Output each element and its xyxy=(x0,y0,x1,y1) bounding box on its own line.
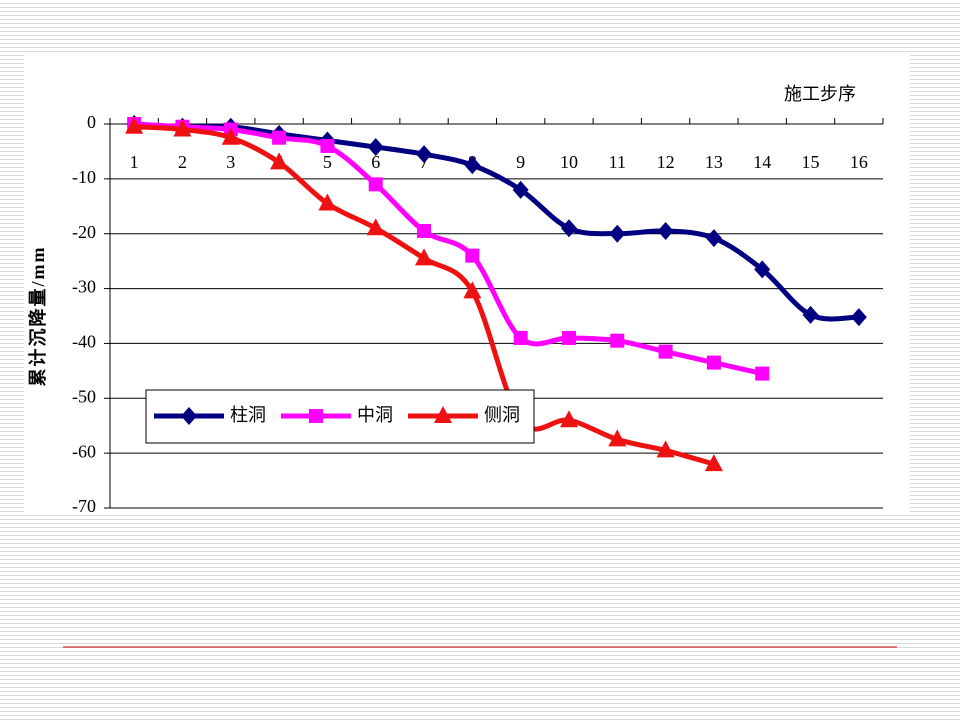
legend-label: 中洞 xyxy=(357,405,393,426)
legend-label: 柱洞 xyxy=(230,405,266,426)
marker xyxy=(173,119,192,137)
y-tick-label: 0 xyxy=(87,112,96,132)
marker xyxy=(309,409,323,423)
x-tick-label: 15 xyxy=(802,152,820,172)
x-tick-label: 3 xyxy=(226,152,235,172)
marker xyxy=(658,344,673,359)
marker xyxy=(367,138,384,157)
y-tick-label: -40 xyxy=(72,332,96,352)
legend-label: 侧洞 xyxy=(484,405,520,426)
marker xyxy=(559,410,578,428)
marker xyxy=(512,180,529,199)
marker xyxy=(609,224,626,243)
marker xyxy=(270,152,289,170)
x-tick-label: 12 xyxy=(657,152,675,172)
x-tick-label: 5 xyxy=(323,152,332,172)
marker xyxy=(560,219,577,238)
marker xyxy=(318,193,337,211)
series-line xyxy=(134,121,763,377)
y-tick-label: -30 xyxy=(72,277,96,297)
marker xyxy=(850,308,867,327)
marker xyxy=(181,407,197,425)
marker xyxy=(657,221,674,240)
x-tick-label: 9 xyxy=(516,152,525,172)
marker xyxy=(802,305,819,324)
marker xyxy=(368,177,383,192)
x-tick-label: 13 xyxy=(705,152,723,172)
y-axis-label: 累计沉降量/mm xyxy=(27,246,48,387)
marker xyxy=(755,366,770,381)
y-tick-label: -50 xyxy=(72,386,96,406)
marker xyxy=(706,355,721,370)
marker xyxy=(608,429,627,447)
x-tick-label: 1 xyxy=(130,152,139,172)
marker xyxy=(561,330,576,345)
marker xyxy=(221,127,240,145)
marker xyxy=(366,218,385,236)
x-tick-label: 14 xyxy=(753,152,771,172)
legend: 柱洞 中洞 侧洞 xyxy=(145,389,535,444)
marker xyxy=(415,248,434,266)
y-tick-label: -70 xyxy=(72,496,96,516)
x-tick-label: 2 xyxy=(178,152,187,172)
marker xyxy=(417,223,432,238)
y-tick-label: -60 xyxy=(72,441,96,461)
marker xyxy=(434,406,452,423)
marker xyxy=(465,248,480,263)
marker xyxy=(754,260,771,279)
marker xyxy=(464,156,481,175)
marker xyxy=(610,333,625,348)
marker xyxy=(704,454,723,472)
x-tick-label: 6 xyxy=(371,152,380,172)
series-line xyxy=(134,121,859,322)
y-tick-label: -20 xyxy=(72,222,96,242)
x-tick-label: 10 xyxy=(560,152,578,172)
marker xyxy=(416,145,433,164)
marker xyxy=(463,281,482,299)
marker xyxy=(656,440,675,458)
marker xyxy=(125,116,144,134)
x-tick-label: 16 xyxy=(850,152,868,172)
marker xyxy=(320,138,335,153)
x-axis-label: 施工步序 xyxy=(784,84,856,105)
marker xyxy=(272,130,287,145)
y-tick-label: -10 xyxy=(72,167,96,187)
marker xyxy=(705,229,722,248)
marker xyxy=(513,330,528,345)
x-tick-label: 11 xyxy=(609,152,626,172)
